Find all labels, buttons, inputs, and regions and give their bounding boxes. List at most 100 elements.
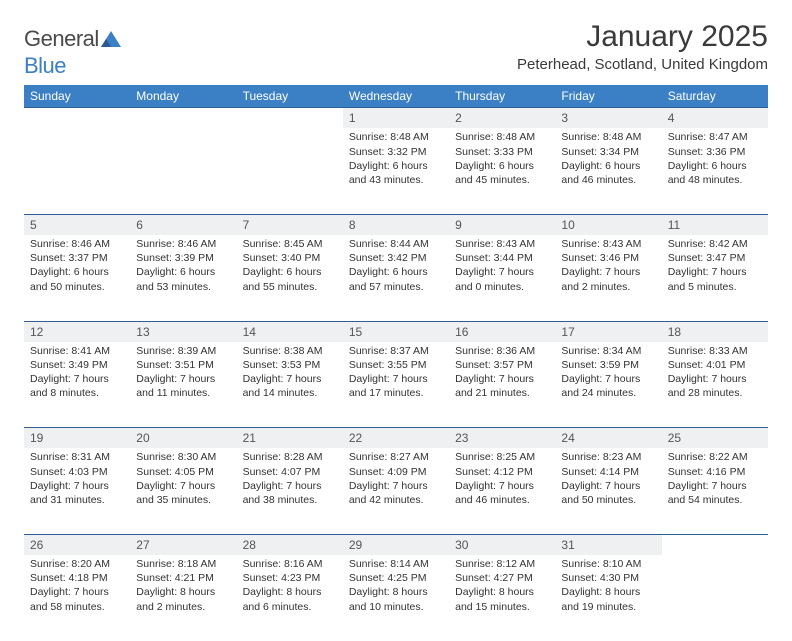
day-cell-body: Sunrise: 8:39 AMSunset: 3:51 PMDaylight:… — [130, 342, 236, 405]
week-row: Sunrise: 8:20 AMSunset: 4:18 PMDaylight:… — [24, 555, 768, 641]
day-cell-body: Sunrise: 8:48 AMSunset: 3:32 PMDaylight:… — [343, 128, 449, 191]
day-cell: Sunrise: 8:33 AMSunset: 4:01 PMDaylight:… — [662, 342, 768, 428]
sunset-text: Sunset: 3:53 PM — [243, 358, 337, 372]
day-cell-body: Sunrise: 8:12 AMSunset: 4:27 PMDaylight:… — [449, 555, 555, 618]
day-header: Sunday — [24, 85, 130, 108]
day-number: 6 — [130, 214, 236, 235]
day-cell: Sunrise: 8:45 AMSunset: 3:40 PMDaylight:… — [237, 235, 343, 321]
day-cell: Sunrise: 8:16 AMSunset: 4:23 PMDaylight:… — [237, 555, 343, 641]
day-cell: Sunrise: 8:47 AMSunset: 3:36 PMDaylight:… — [662, 128, 768, 214]
week-row: Sunrise: 8:41 AMSunset: 3:49 PMDaylight:… — [24, 342, 768, 428]
day-number: 31 — [555, 534, 661, 555]
day-cell: Sunrise: 8:48 AMSunset: 3:33 PMDaylight:… — [449, 128, 555, 214]
sunrise-text: Sunrise: 8:16 AM — [243, 557, 337, 571]
day-cell-body: Sunrise: 8:34 AMSunset: 3:59 PMDaylight:… — [555, 342, 661, 405]
day-cell: Sunrise: 8:36 AMSunset: 3:57 PMDaylight:… — [449, 342, 555, 428]
sunrise-text: Sunrise: 8:43 AM — [455, 237, 549, 251]
dl1-text: Daylight: 7 hours — [30, 585, 124, 599]
day-header: Thursday — [449, 85, 555, 108]
day-number: 5 — [24, 214, 130, 235]
day-cell-body: Sunrise: 8:23 AMSunset: 4:14 PMDaylight:… — [555, 448, 661, 511]
dl1-text: Daylight: 7 hours — [455, 372, 549, 386]
day-cell: Sunrise: 8:43 AMSunset: 3:44 PMDaylight:… — [449, 235, 555, 321]
dl1-text: Daylight: 7 hours — [561, 479, 655, 493]
dl1-text: Daylight: 7 hours — [561, 372, 655, 386]
day-cell-body: Sunrise: 8:48 AMSunset: 3:34 PMDaylight:… — [555, 128, 661, 191]
day-number: 21 — [237, 428, 343, 449]
sunset-text: Sunset: 4:23 PM — [243, 571, 337, 585]
sunrise-text: Sunrise: 8:46 AM — [136, 237, 230, 251]
logo-triangle-icon — [101, 27, 121, 53]
sunset-text: Sunset: 4:30 PM — [561, 571, 655, 585]
day-number: 20 — [130, 428, 236, 449]
sunrise-text: Sunrise: 8:14 AM — [349, 557, 443, 571]
dl1-text: Daylight: 7 hours — [668, 372, 762, 386]
sunset-text: Sunset: 4:07 PM — [243, 465, 337, 479]
sunset-text: Sunset: 4:09 PM — [349, 465, 443, 479]
sunrise-text: Sunrise: 8:33 AM — [668, 344, 762, 358]
day-number: 28 — [237, 534, 343, 555]
sunrise-text: Sunrise: 8:30 AM — [136, 450, 230, 464]
dl2-text: and 54 minutes. — [668, 493, 762, 507]
dl2-text: and 55 minutes. — [243, 280, 337, 294]
sunset-text: Sunset: 3:40 PM — [243, 251, 337, 265]
logo: GeneralBlue — [24, 26, 121, 79]
sunset-text: Sunset: 4:03 PM — [30, 465, 124, 479]
day-cell: Sunrise: 8:27 AMSunset: 4:09 PMDaylight:… — [343, 448, 449, 534]
day-cell: Sunrise: 8:34 AMSunset: 3:59 PMDaylight:… — [555, 342, 661, 428]
sunrise-text: Sunrise: 8:43 AM — [561, 237, 655, 251]
day-cell-body: Sunrise: 8:22 AMSunset: 4:16 PMDaylight:… — [662, 448, 768, 511]
dl2-text: and 45 minutes. — [455, 173, 549, 187]
dl2-text: and 21 minutes. — [455, 386, 549, 400]
sunset-text: Sunset: 3:33 PM — [455, 145, 549, 159]
sunset-text: Sunset: 4:27 PM — [455, 571, 549, 585]
dl1-text: Daylight: 8 hours — [455, 585, 549, 599]
day-number: 29 — [343, 534, 449, 555]
day-number: 10 — [555, 214, 661, 235]
day-cell: Sunrise: 8:48 AMSunset: 3:34 PMDaylight:… — [555, 128, 661, 214]
day-number: 14 — [237, 321, 343, 342]
daynum-row: 567891011 — [24, 214, 768, 235]
dl2-text: and 50 minutes. — [30, 280, 124, 294]
dl2-text: and 31 minutes. — [30, 493, 124, 507]
daynum-row: 1234 — [24, 108, 768, 129]
sunrise-text: Sunrise: 8:46 AM — [30, 237, 124, 251]
sunset-text: Sunset: 4:14 PM — [561, 465, 655, 479]
sunrise-text: Sunrise: 8:41 AM — [30, 344, 124, 358]
day-number: 8 — [343, 214, 449, 235]
day-number: 23 — [449, 428, 555, 449]
day-number: 22 — [343, 428, 449, 449]
day-number: 7 — [237, 214, 343, 235]
day-cell-body: Sunrise: 8:42 AMSunset: 3:47 PMDaylight:… — [662, 235, 768, 298]
day-cell-body: Sunrise: 8:27 AMSunset: 4:09 PMDaylight:… — [343, 448, 449, 511]
dl2-text: and 38 minutes. — [243, 493, 337, 507]
dl1-text: Daylight: 7 hours — [561, 265, 655, 279]
day-cell-body: Sunrise: 8:10 AMSunset: 4:30 PMDaylight:… — [555, 555, 661, 618]
dl2-text: and 42 minutes. — [349, 493, 443, 507]
day-cell: Sunrise: 8:42 AMSunset: 3:47 PMDaylight:… — [662, 235, 768, 321]
sunrise-text: Sunrise: 8:10 AM — [561, 557, 655, 571]
day-cell-body: Sunrise: 8:47 AMSunset: 3:36 PMDaylight:… — [662, 128, 768, 191]
dl1-text: Daylight: 6 hours — [243, 265, 337, 279]
sunset-text: Sunset: 3:37 PM — [30, 251, 124, 265]
day-number: 1 — [343, 108, 449, 129]
sunrise-text: Sunrise: 8:18 AM — [136, 557, 230, 571]
dl1-text: Daylight: 7 hours — [136, 372, 230, 386]
day-number — [237, 108, 343, 129]
dl1-text: Daylight: 7 hours — [30, 479, 124, 493]
day-number: 15 — [343, 321, 449, 342]
day-cell-body: Sunrise: 8:41 AMSunset: 3:49 PMDaylight:… — [24, 342, 130, 405]
day-cell-body: Sunrise: 8:14 AMSunset: 4:25 PMDaylight:… — [343, 555, 449, 618]
dl1-text: Daylight: 6 hours — [455, 159, 549, 173]
dl1-text: Daylight: 8 hours — [349, 585, 443, 599]
day-cell — [24, 128, 130, 214]
dl1-text: Daylight: 7 hours — [455, 265, 549, 279]
dl1-text: Daylight: 7 hours — [349, 372, 443, 386]
day-cell-body: Sunrise: 8:46 AMSunset: 3:39 PMDaylight:… — [130, 235, 236, 298]
day-cell: Sunrise: 8:46 AMSunset: 3:37 PMDaylight:… — [24, 235, 130, 321]
day-header: Monday — [130, 85, 236, 108]
dl1-text: Daylight: 6 hours — [561, 159, 655, 173]
day-cell: Sunrise: 8:39 AMSunset: 3:51 PMDaylight:… — [130, 342, 236, 428]
sunrise-text: Sunrise: 8:27 AM — [349, 450, 443, 464]
day-cell: Sunrise: 8:48 AMSunset: 3:32 PMDaylight:… — [343, 128, 449, 214]
